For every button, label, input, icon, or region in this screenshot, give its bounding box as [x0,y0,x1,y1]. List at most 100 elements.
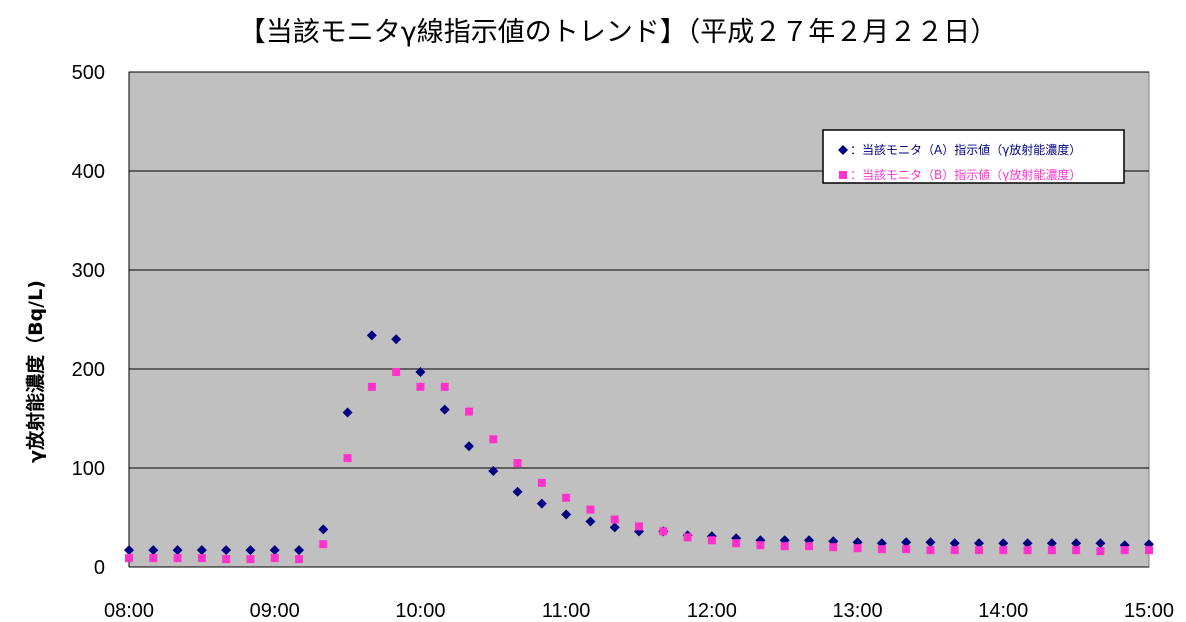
x-tick-label: 12:00 [687,600,737,622]
series-0-point [561,509,572,520]
legend-marker-1 [839,171,847,179]
series-1-point [222,555,231,564]
series-0-point [342,407,353,418]
series-0-point [124,545,134,556]
series-1-point [149,554,158,563]
series-0-point [585,516,596,527]
series-1-point [707,536,716,545]
series-1-point [416,382,425,391]
series-1-point [732,539,741,548]
series-0-point [1022,538,1033,549]
series-1-point [950,546,959,555]
series-0-point [196,545,207,556]
legend-marker-0 [838,145,848,155]
series-0-point [148,545,159,556]
series-1-point [902,545,911,554]
series-1-point [926,546,935,555]
gridlines [128,71,1149,568]
series-1-point [513,459,522,468]
series-1-point [173,554,182,563]
series-0-point [998,538,1009,549]
series-0-point [269,545,280,556]
x-tick-label: 15:00 [1124,600,1174,622]
series-1-point [586,505,595,514]
y-axis-label: γ放射能濃度（Bq/L) [24,280,47,463]
series-1-point [975,546,983,555]
x-tick-label: 13:00 [833,600,883,622]
series-1-point [683,533,692,542]
series-0-point [949,538,960,549]
x-tick-label: 10:00 [395,600,445,622]
series-0-point [245,545,256,556]
series-0-point [925,537,936,548]
series-1-point [829,543,838,552]
y-tick-label: 400 [72,161,105,183]
series-1-point [1145,546,1153,555]
chart-title: 【当該モニタγ線指示値のトレンド】（平成２７年２月２２日） [239,17,997,48]
x-tick-label: 08:00 [104,600,154,622]
y-tick-label: 100 [72,458,105,480]
series-1-point [1023,546,1032,555]
series-0-point [901,537,912,548]
series-1-point [489,435,498,444]
series-1-point [246,555,255,564]
series-1-point [1047,546,1056,555]
series-1-point [562,493,571,502]
series-1-point [999,546,1008,555]
series-1-point [1120,546,1129,555]
legend-label-1: ：当該モニタ（B）指示値（γ放射能濃度） [850,167,1081,182]
series-0-point [464,441,474,452]
x-tick-label: 09:00 [250,600,300,622]
series-0-point [536,498,547,509]
y-tick-label: 200 [72,359,105,381]
series-1-point [780,542,789,551]
series-1-point [659,527,668,536]
y-tick-label: 500 [72,62,105,84]
series-1-point [1072,546,1081,555]
series-0-point [318,524,329,535]
series-1-point [465,407,473,416]
series-0-point [221,545,232,556]
series-0-point [1071,538,1082,549]
series-1-point [1096,547,1105,556]
series-0-point [391,334,402,345]
series-0-point [1046,538,1057,549]
series-0-point [488,465,499,476]
legend-box [822,129,1125,184]
series-0-point [415,366,426,377]
series-1-point [319,540,328,549]
y-tick-label: 0 [94,557,105,579]
series-1-point [805,542,813,551]
x-axis-ticks: 08:00 09:00 10:00 11:00 12:00 13:00 14:00 15:00 [104,600,1174,622]
series-0-point [294,545,304,556]
series-1-point [295,555,303,564]
series-0-point [366,330,377,341]
series-1-point [125,554,133,563]
series-1-point [440,382,449,391]
series-1-point [367,382,376,391]
series-1-point [877,545,886,554]
series-1-point [853,544,862,553]
series-0-point [172,545,183,556]
series-1-point [197,554,206,563]
x-tick-label: 14:00 [978,600,1028,622]
y-tick-label: 300 [72,260,105,282]
series-1-point [756,541,765,550]
series-1-point [610,515,619,524]
series-0-point [1095,538,1106,549]
series-0-point [609,522,620,533]
series-0-point [974,538,984,549]
x-tick-label: 11:00 [542,600,591,622]
legend: ：当該モニタ（A）指示値（γ放射能濃度） ：当該モニタ（B）指示値（γ放射能濃度） [822,129,1125,184]
series-1-point [392,367,401,376]
series-1-point [343,454,352,463]
series-1-point [635,522,643,531]
legend-label-0: ：当該モニタ（A）指示値（γ放射能濃度） [850,142,1081,157]
series-0-point [439,404,450,415]
series-0-point [512,486,523,497]
series-1-point [537,478,546,487]
data-points [124,330,1154,564]
series-1-point [270,554,279,563]
y-axis-ticks: 0 100 200 300 400 500 [72,62,105,579]
